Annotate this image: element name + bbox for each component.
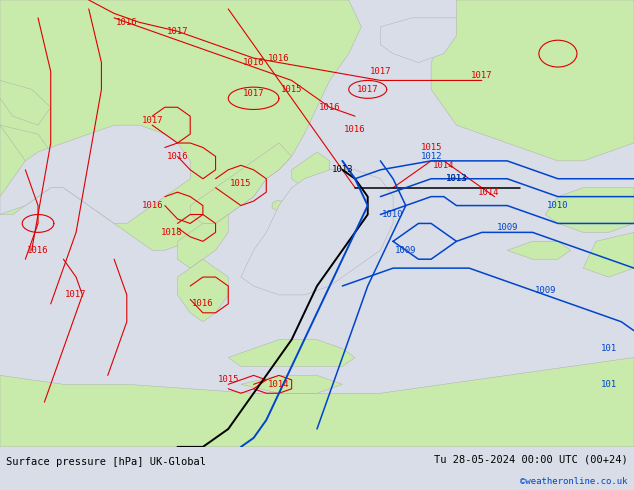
Text: 1016: 1016 <box>167 152 188 161</box>
Text: 1017: 1017 <box>243 89 264 98</box>
Text: 1014: 1014 <box>477 188 499 196</box>
Text: Surface pressure [hPa] UK-Global: Surface pressure [hPa] UK-Global <box>6 457 206 467</box>
Polygon shape <box>0 80 51 125</box>
Text: Tu 28-05-2024 00:00 UTC (00+24): Tu 28-05-2024 00:00 UTC (00+24) <box>434 455 628 465</box>
Polygon shape <box>583 232 634 277</box>
Text: 1009: 1009 <box>395 246 417 255</box>
Polygon shape <box>337 228 349 237</box>
Text: 1017: 1017 <box>370 67 391 76</box>
Polygon shape <box>241 170 393 295</box>
Polygon shape <box>380 18 456 63</box>
Polygon shape <box>0 358 634 447</box>
Polygon shape <box>313 238 322 245</box>
Text: 1017: 1017 <box>471 72 493 80</box>
Text: 1014: 1014 <box>268 380 290 389</box>
Polygon shape <box>228 340 355 367</box>
Text: 1016: 1016 <box>141 201 163 210</box>
Text: 1015: 1015 <box>420 143 442 152</box>
Text: 101: 101 <box>600 380 617 389</box>
Polygon shape <box>0 125 51 170</box>
Text: ©weatheronline.co.uk: ©weatheronline.co.uk <box>520 477 628 486</box>
Text: 1016: 1016 <box>344 125 366 134</box>
Polygon shape <box>178 259 228 322</box>
Text: 1017: 1017 <box>141 116 163 125</box>
Polygon shape <box>273 246 285 255</box>
Text: 1010: 1010 <box>382 210 404 219</box>
Text: 1012: 1012 <box>420 152 442 161</box>
Text: 1017: 1017 <box>357 85 378 94</box>
Text: 1016: 1016 <box>192 299 214 308</box>
Polygon shape <box>0 0 361 250</box>
Text: 101: 101 <box>600 344 617 353</box>
Text: 1018: 1018 <box>160 228 182 237</box>
Text: 1015: 1015 <box>281 85 302 94</box>
Text: 1016: 1016 <box>319 103 340 112</box>
Polygon shape <box>0 125 190 223</box>
Text: 1016: 1016 <box>27 246 49 255</box>
Text: 1015: 1015 <box>217 375 239 384</box>
Text: 1009: 1009 <box>496 223 518 232</box>
Polygon shape <box>349 210 361 219</box>
Polygon shape <box>190 143 292 223</box>
Text: 1016: 1016 <box>268 53 290 63</box>
Text: 1010: 1010 <box>547 201 569 210</box>
Text: 1009: 1009 <box>534 286 556 295</box>
Polygon shape <box>431 0 634 161</box>
Polygon shape <box>299 264 311 272</box>
Polygon shape <box>545 188 634 232</box>
Polygon shape <box>272 200 287 211</box>
Text: 1017: 1017 <box>65 291 87 299</box>
Polygon shape <box>299 219 311 228</box>
Text: 1013: 1013 <box>332 165 353 174</box>
Text: 1017: 1017 <box>167 27 188 36</box>
Text: 1016: 1016 <box>243 58 264 67</box>
Polygon shape <box>241 375 342 393</box>
Text: 1011: 1011 <box>446 174 467 183</box>
Polygon shape <box>178 215 228 268</box>
Text: 1013: 1013 <box>446 174 467 183</box>
Polygon shape <box>507 241 571 259</box>
Polygon shape <box>292 152 330 188</box>
Text: 1014: 1014 <box>433 161 455 170</box>
Polygon shape <box>324 201 336 210</box>
Text: 1015: 1015 <box>230 179 252 188</box>
Text: 1016: 1016 <box>116 18 138 27</box>
